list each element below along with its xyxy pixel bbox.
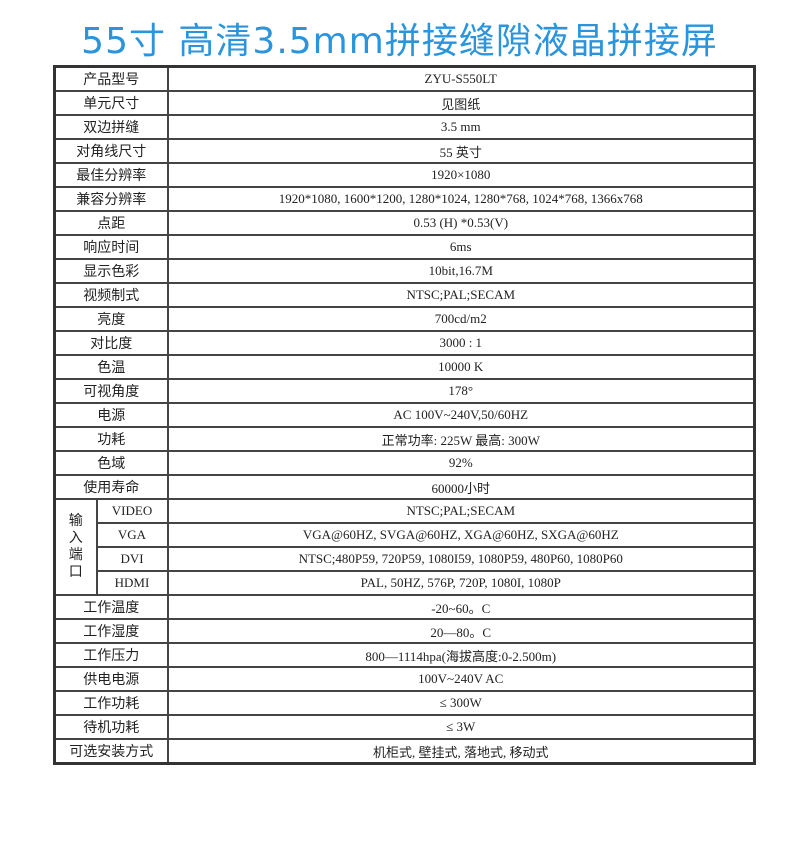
- spec-value: 60000小时: [166, 474, 756, 500]
- port-label: HDMI: [95, 570, 169, 596]
- table-row: 输入端口 VIDEO NTSC;PAL;SECAM: [53, 498, 756, 596]
- port-value: NTSC;PAL;SECAM: [166, 498, 756, 524]
- table-row: 点距 0.53 (H) *0.53(V): [53, 210, 756, 236]
- spec-label: 兼容分辨率: [53, 186, 169, 212]
- spec-label: 对比度: [53, 330, 169, 356]
- spec-label: 产品型号: [53, 65, 169, 92]
- spec-value: 20—80。C: [166, 618, 756, 644]
- spec-label: 色温: [53, 354, 169, 380]
- spec-value: -20~60。C: [166, 594, 756, 620]
- port-label: VIDEO: [95, 498, 169, 524]
- spec-label: 亮度: [53, 306, 169, 332]
- table-row: 兼容分辨率 1920*1080, 1600*1200, 1280*1024, 12…: [53, 186, 756, 212]
- spec-value: 6ms: [166, 234, 756, 260]
- port-label: DVI: [95, 546, 169, 572]
- spec-label: 响应时间: [53, 234, 169, 260]
- spec-value: AC 100V~240V,50/60HZ: [166, 402, 756, 428]
- table-row: 显示色彩 10bit,16.7M: [53, 258, 756, 284]
- spec-value: ≤ 3W: [166, 714, 756, 740]
- table-row: 工作温度 -20~60。C: [53, 594, 756, 620]
- table-row: 色温 10000 K: [53, 354, 756, 380]
- spec-label: 工作温度: [53, 594, 169, 620]
- port-value: NTSC;480P59, 720P59, 1080I59, 1080P59, 4…: [166, 546, 756, 572]
- table-row: 色域 92%: [53, 450, 756, 476]
- spec-label: 工作湿度: [53, 618, 169, 644]
- table-row: 亮度 700cd/m2: [53, 306, 756, 332]
- table-row: HDMI PAL, 50HZ, 576P, 720P, 1080I, 1080P: [55, 570, 756, 596]
- table-row: 视频制式 NTSC;PAL;SECAM: [53, 282, 756, 308]
- table-row: 最佳分辨率 1920×1080: [53, 162, 756, 188]
- spec-value: 机柜式, 壁挂式, 落地式, 移动式: [166, 738, 756, 765]
- table-row: 电源 AC 100V~240V,50/60HZ: [53, 402, 756, 428]
- spec-value: 92%: [166, 450, 756, 476]
- spec-value: 100V~240V AC: [166, 666, 756, 692]
- table-row: 工作功耗 ≤ 300W: [53, 690, 756, 716]
- spec-label: 工作压力: [53, 642, 169, 668]
- spec-label: 显示色彩: [53, 258, 169, 284]
- table-row: VGA VGA@60HZ, SVGA@60HZ, XGA@60HZ, SXGA@6…: [55, 522, 756, 548]
- spec-value: 700cd/m2: [166, 306, 756, 332]
- page-title: 55寸 高清3.5mm拼接缝隙液晶拼接屏: [81, 21, 718, 62]
- spec-label: 对角线尺寸: [53, 138, 169, 164]
- port-value: VGA@60HZ, SVGA@60HZ, XGA@60HZ, SXGA@60HZ: [166, 522, 756, 548]
- spec-label: 可选安装方式: [53, 738, 169, 765]
- spec-value: NTSC;PAL;SECAM: [166, 282, 756, 308]
- table-row: 双边拼缝 3.5 mm: [53, 114, 756, 140]
- table-row: 单元尺寸 见图纸: [53, 90, 756, 116]
- table-row: 对比度 3000 : 1: [53, 330, 756, 356]
- spec-label: 功耗: [53, 426, 169, 452]
- spec-label: 双边拼缝: [53, 114, 169, 140]
- spec-label: 电源: [53, 402, 169, 428]
- spec-label: 使用寿命: [53, 474, 169, 500]
- spec-label: 点距: [53, 210, 169, 236]
- table-row: 待机功耗 ≤ 3W: [53, 714, 756, 740]
- table-row: 工作湿度 20—80。C: [53, 618, 756, 644]
- table-row: 对角线尺寸 55 英寸: [53, 138, 756, 164]
- table-row: 响应时间 6ms: [53, 234, 756, 260]
- spec-value: 见图纸: [166, 90, 756, 116]
- spec-value: 10000 K: [166, 354, 756, 380]
- table-row: 供电电源 100V~240V AC: [53, 666, 756, 692]
- spec-value: 正常功率: 225W 最高: 300W: [166, 426, 756, 452]
- input-port-label: 输入端口: [68, 513, 83, 580]
- input-port-cell: 输入端口: [53, 498, 98, 596]
- spec-value: 1920*1080, 1600*1200, 1280*1024, 1280*76…: [166, 186, 756, 212]
- spec-label: 可视角度: [53, 378, 169, 404]
- spec-value: 0.53 (H) *0.53(V): [166, 210, 756, 236]
- spec-value: 10bit,16.7M: [166, 258, 756, 284]
- table-row: 功耗 正常功率: 225W 最高: 300W: [53, 426, 756, 452]
- spec-value: 3000 : 1: [166, 330, 756, 356]
- spec-label: 待机功耗: [53, 714, 169, 740]
- table-row: 工作压力 800—1114hpa(海拔高度:0-2.500m): [53, 642, 756, 668]
- table-row: 产品型号 ZYU-S550LT: [53, 65, 756, 92]
- table-row: 可视角度 178°: [53, 378, 756, 404]
- port-label: VGA: [95, 522, 169, 548]
- spec-label: 视频制式: [53, 282, 169, 308]
- table-row: 可选安装方式 机柜式, 壁挂式, 落地式, 移动式: [53, 738, 756, 765]
- spec-label: 供电电源: [53, 666, 169, 692]
- table-row: 使用寿命 60000小时: [53, 474, 756, 500]
- spec-label: 最佳分辨率: [53, 162, 169, 188]
- spec-value: 800—1114hpa(海拔高度:0-2.500m): [166, 642, 756, 668]
- spec-value: 1920×1080: [166, 162, 756, 188]
- spec-value: ≤ 300W: [166, 690, 756, 716]
- spec-label: 单元尺寸: [53, 90, 169, 116]
- spec-value: 55 英寸: [166, 138, 756, 164]
- spec-value: ZYU-S550LT: [166, 65, 756, 92]
- spec-label: 色域: [53, 450, 169, 476]
- port-value: PAL, 50HZ, 576P, 720P, 1080I, 1080P: [166, 570, 756, 596]
- spec-value: 178°: [166, 378, 756, 404]
- spec-value: 3.5 mm: [166, 114, 756, 140]
- table-row: DVI NTSC;480P59, 720P59, 1080I59, 1080P59…: [55, 546, 756, 572]
- spec-table: 产品型号 ZYU-S550LT 单元尺寸 见图纸 双边拼缝 3.5 mm 对角线尺寸 55 英…: [53, 65, 756, 765]
- spec-label: 工作功耗: [53, 690, 169, 716]
